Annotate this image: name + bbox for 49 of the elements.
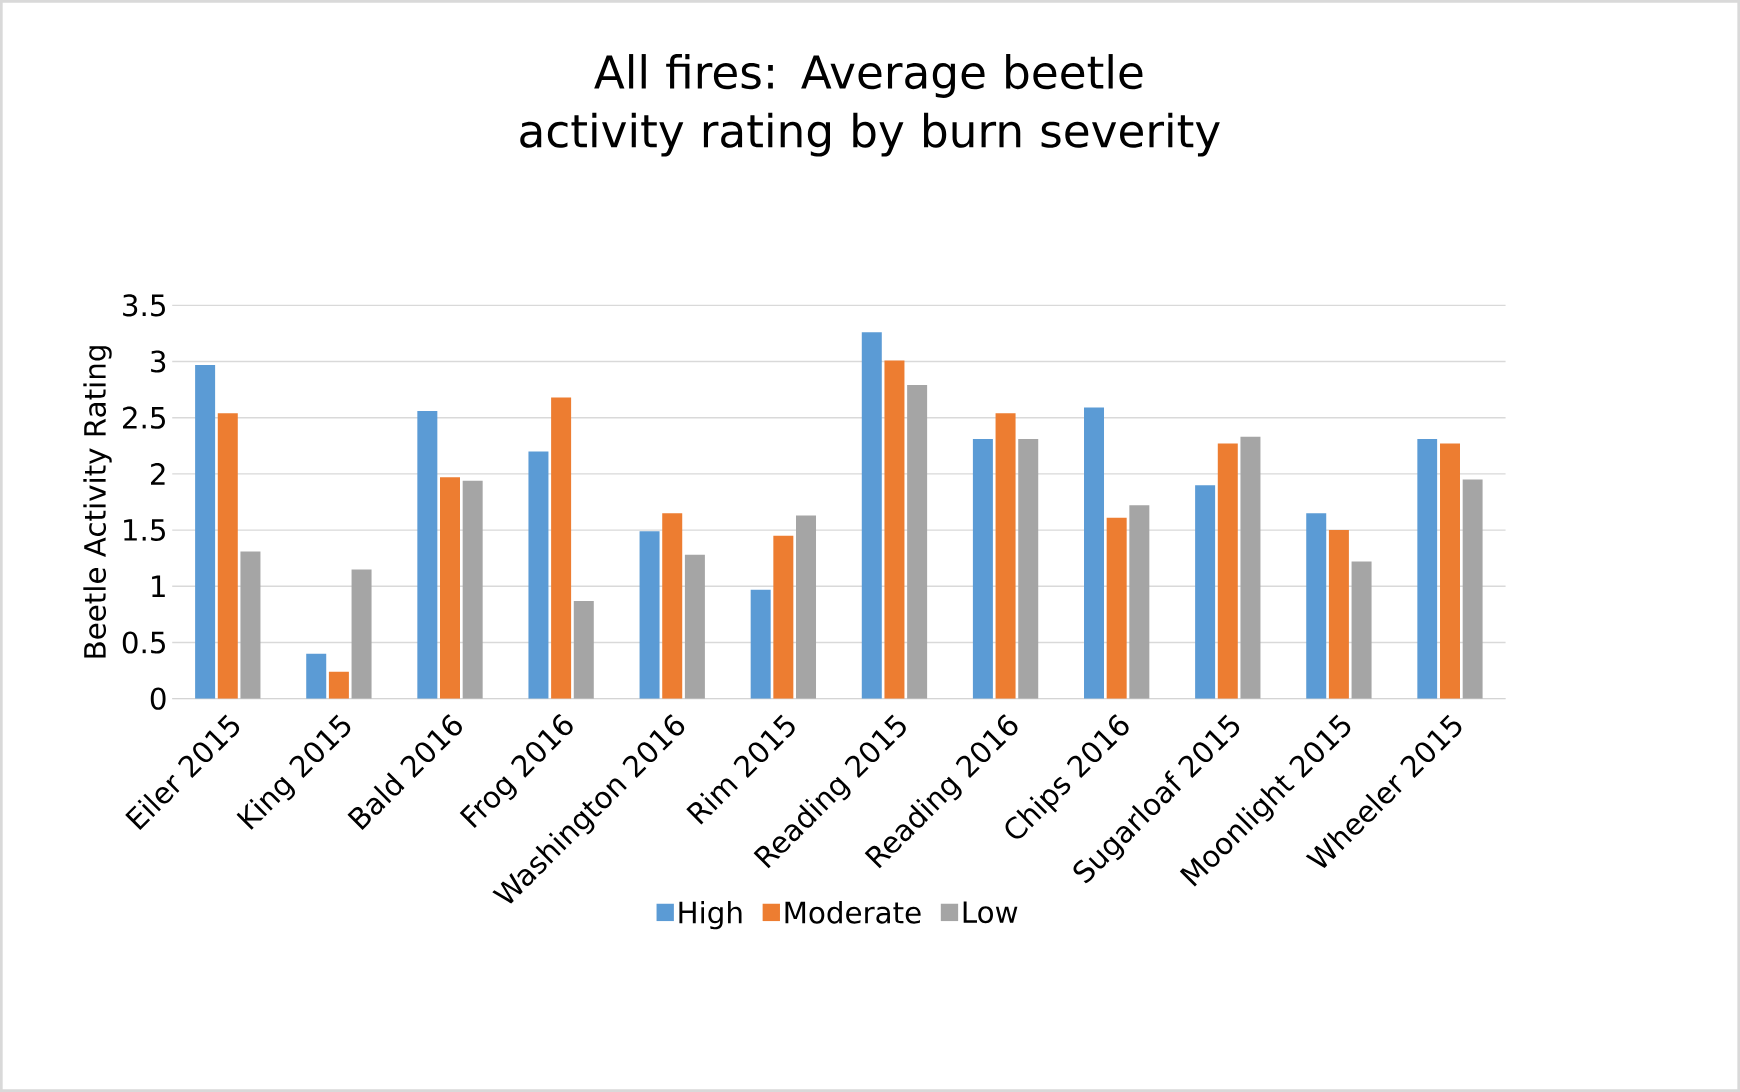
y-tick-label: 3.5 [123,294,165,317]
y-tick-label: 2 [151,463,165,485]
y-tick-label: 0.5 [122,631,165,654]
bar [1440,443,1461,699]
bar [995,413,1016,699]
bar [1462,479,1483,699]
y-tick-label: 0 [150,687,166,710]
bar [773,535,794,699]
bar [1417,439,1438,699]
legend-label: High [679,900,742,930]
bar [684,554,705,699]
bar [551,397,572,699]
y-tick-label: 3 [151,350,166,373]
bar [796,515,817,699]
bar [861,332,882,699]
bar [240,551,261,699]
bar [1240,436,1261,699]
bar [750,589,771,699]
bar [440,477,460,699]
bar [639,531,660,699]
bar [1217,443,1238,699]
bar [972,439,993,699]
bar [1129,505,1150,699]
bar [1306,513,1327,699]
y-tick-label: 2.5 [123,406,165,429]
legend-label: Low [963,901,1018,924]
bar [662,513,683,699]
bar [351,569,372,699]
y-tick-label: 1.5 [124,519,165,541]
bar [1106,517,1127,699]
chart-title: All fires: Average beetle activity rating by burn severity [520,54,1220,157]
bar [528,451,549,699]
bar [195,364,216,699]
bar [306,653,327,699]
bar [1328,530,1349,699]
bar [907,385,928,699]
bar [462,480,483,699]
bar [417,410,438,699]
legend-label: Moderate [785,900,921,924]
bar [217,413,238,699]
bar [884,360,905,699]
y-tick-label: 1 [152,575,165,597]
bar [1084,407,1105,699]
bar [573,600,594,699]
bar [1018,439,1039,699]
bar [328,671,349,699]
bar [1351,561,1372,699]
y-axis-title: Beetle Activity Rating [83,346,112,658]
bar [1195,485,1216,699]
